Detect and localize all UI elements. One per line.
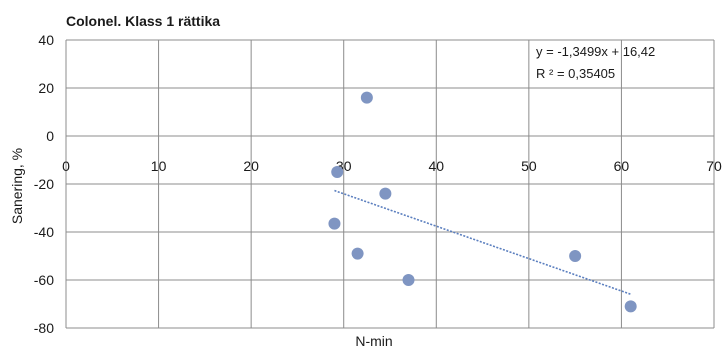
data-point xyxy=(360,91,373,104)
y-tick-label: 0 xyxy=(46,128,54,144)
x-axis-ticks: 0 10 20 30 40 50 60 70 xyxy=(62,158,722,174)
chart-title: Colonel. Klass 1 rättika xyxy=(66,13,220,29)
x-tick-label: 70 xyxy=(706,158,722,174)
data-point xyxy=(331,166,344,178)
y-tick-label: 20 xyxy=(38,80,54,96)
x-axis-label: N-min xyxy=(355,333,392,349)
x-tick-label: 50 xyxy=(521,158,537,174)
trendline xyxy=(334,189,631,295)
data-point xyxy=(351,247,364,260)
y-tick-label: -20 xyxy=(34,176,54,192)
x-tick-label: 60 xyxy=(614,158,630,174)
data-point xyxy=(379,187,392,200)
x-tick-label: 20 xyxy=(243,158,259,174)
data-point xyxy=(569,250,582,262)
data-point xyxy=(402,274,415,286)
y-tick-label: -80 xyxy=(34,320,54,336)
x-tick-label: 10 xyxy=(151,158,167,174)
data-point xyxy=(328,217,341,230)
x-tick-label: 0 xyxy=(62,158,70,174)
vertical-gridlines xyxy=(65,40,715,328)
y-tick-label: -40 xyxy=(34,224,54,240)
horizontal-gridlines xyxy=(66,39,714,329)
trendline-equation-box: y = -1,3499x + 16,42 R ² = 0,35405 xyxy=(536,44,655,81)
y-tick-label: 40 xyxy=(38,32,54,48)
y-axis-ticks: 40 20 0 -20 -40 -60 -80 xyxy=(34,32,54,336)
y-axis-label: Sanering, % xyxy=(9,148,25,224)
data-points xyxy=(328,91,637,313)
y-tick-label: -60 xyxy=(34,272,54,288)
x-tick-label: 40 xyxy=(428,158,444,174)
r-squared-value: R ² = 0,35405 xyxy=(536,66,615,81)
trendline-equation: y = -1,3499x + 16,42 xyxy=(536,44,655,59)
data-point xyxy=(624,300,637,313)
